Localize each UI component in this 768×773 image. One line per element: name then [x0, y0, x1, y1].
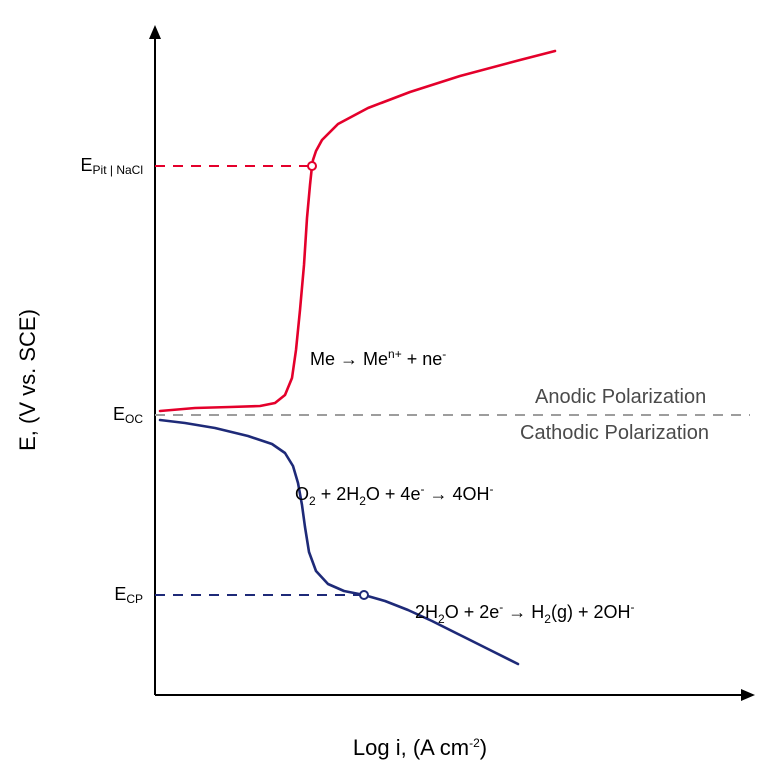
chart-svg: EPit | NaCl EOC ECP E, (V vs. SCE) Log i… — [0, 0, 768, 773]
e-pit-marker — [308, 162, 316, 170]
e-oc-label: EOC — [113, 404, 143, 426]
e-cp-label: ECP — [114, 584, 143, 606]
cathodic-reaction-2-label: 2H2O + 2e- → H2(g) + 2OH- — [415, 600, 634, 626]
e-cp-marker — [360, 591, 368, 599]
anodic-region-label: Anodic Polarization — [535, 386, 706, 408]
cathodic-reaction-1-label: O2 + 2H2O + 4e- → 4OH- — [295, 482, 493, 508]
cathodic-region-label: Cathodic Polarization — [520, 422, 709, 444]
y-axis-title: E, (V vs. SCE) — [15, 309, 40, 451]
e-pit-label: EPit | NaCl — [81, 155, 143, 177]
x-axis-title: Log i, (A cm-2) — [353, 735, 487, 760]
y-axis-arrowhead — [149, 25, 161, 39]
polarization-chart: EPit | NaCl EOC ECP E, (V vs. SCE) Log i… — [0, 0, 768, 773]
cathodic-polarization-curve — [160, 420, 518, 664]
anodic-reaction-label: Me → Men+ + ne- — [310, 347, 446, 369]
x-axis-arrowhead — [741, 689, 755, 701]
